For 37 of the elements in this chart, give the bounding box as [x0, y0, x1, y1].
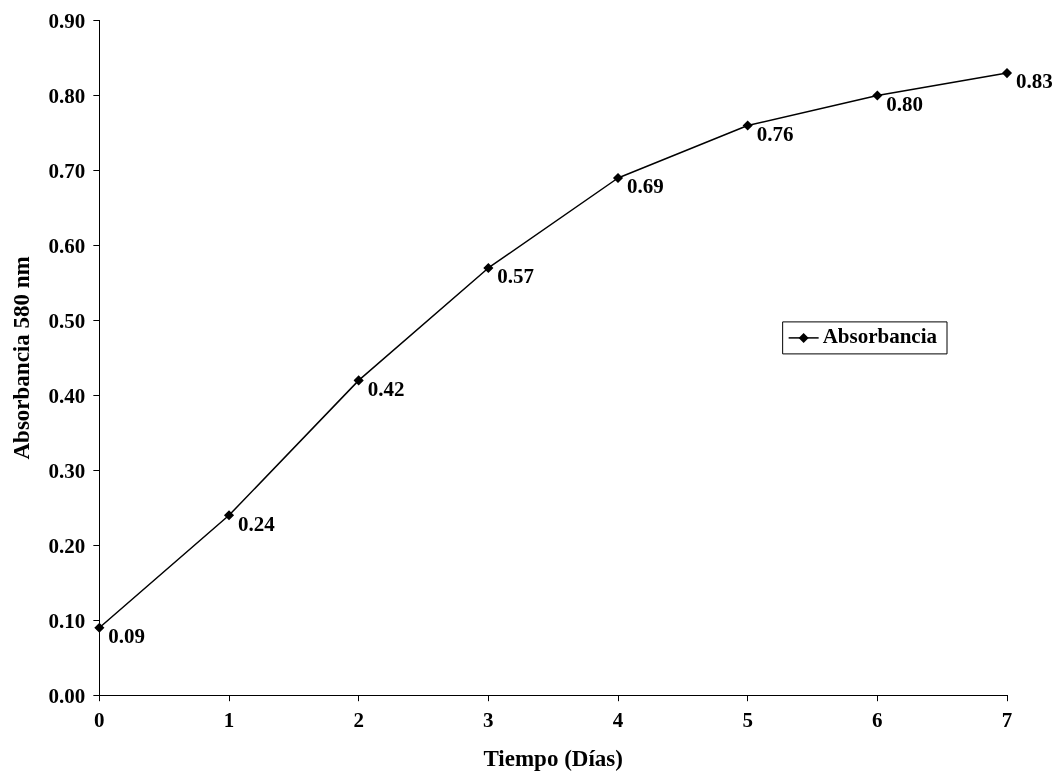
point — [742, 120, 753, 131]
y-tick-label: 0.80 — [48, 83, 86, 108]
x-tick-label: 0 — [94, 708, 105, 733]
y-tick-label: 0.30 — [48, 458, 86, 483]
y-tick-label: 0.40 — [48, 383, 86, 408]
y-tick-label: 0.70 — [48, 158, 86, 183]
point — [483, 263, 494, 273]
point — [353, 375, 364, 386]
data-label: 0.09 — [108, 624, 146, 649]
x-tick-label: 1 — [223, 708, 235, 733]
x-tick-label: 3 — [483, 708, 494, 733]
x-tick-label: 2 — [353, 708, 364, 733]
x-tick-label: 6 — [872, 708, 883, 733]
y-tick-label: 0.90 — [48, 9, 86, 34]
point — [94, 622, 105, 633]
point — [224, 510, 234, 521]
y-tick-label: 0.20 — [48, 533, 86, 558]
point — [613, 173, 623, 183]
legend-label: Absorbancia — [822, 324, 938, 349]
y-tick-label: 0.60 — [48, 233, 86, 258]
data-label: 0.76 — [756, 121, 794, 146]
y-tick-label: 0.00 — [48, 683, 86, 708]
data-label: 0.24 — [238, 511, 276, 536]
data-label: 0.57 — [497, 264, 535, 289]
y-tick-label: 0.50 — [48, 308, 86, 333]
point — [872, 90, 883, 101]
data-label: 0.80 — [886, 91, 924, 116]
data-label: 0.69 — [627, 174, 664, 199]
data-label: 0.42 — [367, 376, 405, 401]
y-axis-title: Absorbancia 580 nm — [8, 256, 34, 460]
y-tick-label: 0.10 — [48, 608, 86, 633]
x-tick-label: 4 — [612, 708, 624, 733]
data-label: 0.83 — [1016, 69, 1053, 94]
x-tick-label: 5 — [742, 708, 753, 733]
point — [1002, 68, 1012, 78]
x-tick-label: 7 — [1001, 708, 1013, 733]
x-axis-title: Tiempo (Días) — [483, 746, 623, 772]
